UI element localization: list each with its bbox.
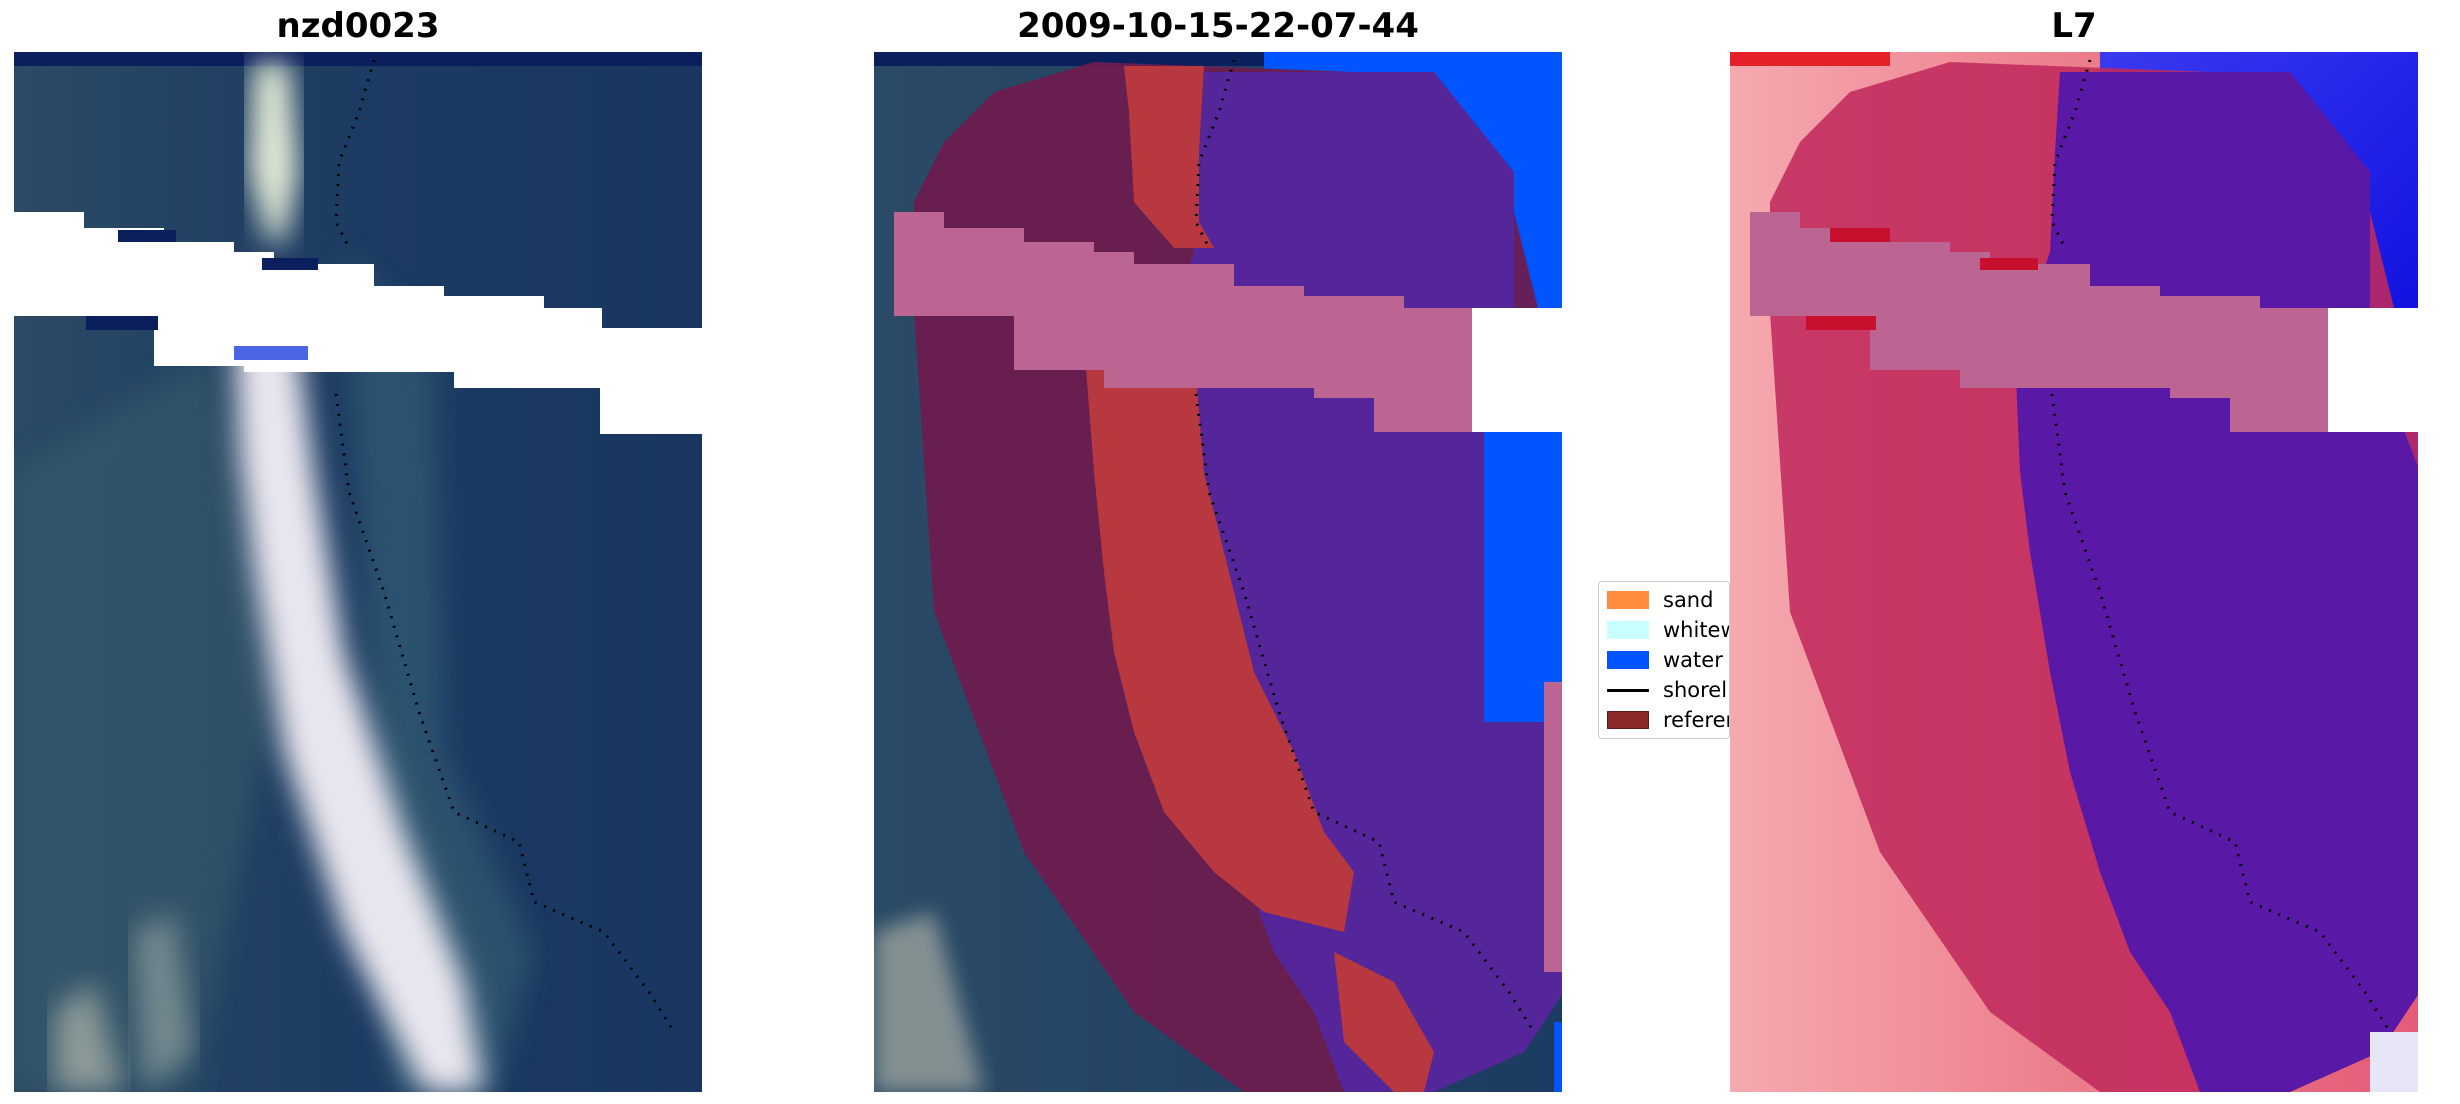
bright-pixels: [2370, 1032, 2418, 1092]
beach-patch: [134, 912, 194, 1092]
legend-swatch-reference: [1607, 711, 1649, 729]
classified-image: [874, 52, 1562, 1092]
cloud-mask: [1472, 308, 1562, 432]
highlight-pixels: [1806, 316, 1876, 330]
cloud-mask: [2328, 308, 2418, 432]
legend-item-shoreline: shorel: [1607, 677, 1727, 703]
index-image: [1730, 52, 2418, 1092]
legend-label-sand: sand: [1663, 588, 1714, 612]
beach-patch: [874, 912, 984, 1092]
legend-label-shoreline: shorel: [1663, 678, 1728, 702]
legend-swatch-sand: [1607, 591, 1649, 609]
index-image-panel: [1730, 52, 2418, 1092]
beach-main: [234, 322, 484, 1092]
sand-class: [1124, 66, 1214, 248]
legend-swatch-shoreline: [1607, 688, 1649, 692]
shallow-water: [14, 352, 274, 1092]
shoreline-line: [334, 393, 676, 1033]
panel-title-3: L7: [2051, 6, 2097, 46]
top-band: [1730, 52, 1890, 66]
sand-class: [1084, 342, 1354, 932]
legend-item-sand: sand: [1607, 587, 1713, 613]
water-class: [1484, 432, 1562, 722]
highlight-pixels: [1830, 228, 1890, 242]
highlight-pixels: [1980, 258, 2038, 270]
water-class: [1554, 1022, 1562, 1092]
rgb-image: [14, 52, 702, 1092]
legend-item-reference: referen: [1607, 707, 1729, 733]
sand-class: [1334, 952, 1434, 1092]
legend-label-water: water: [1663, 648, 1723, 672]
classified-image-panel: [874, 52, 1562, 1092]
shoreline-line: [1194, 393, 1536, 1033]
legend-swatch-whitewater: [1607, 621, 1649, 639]
legend-swatch-water: [1607, 651, 1649, 669]
panel-title-2: 2009-10-15-22-07-44: [1017, 6, 1419, 46]
dark-pixels: [86, 316, 158, 330]
panel-title-1: nzd0023: [276, 6, 440, 46]
legend-item-water: water: [1607, 647, 1723, 673]
beach-patch: [54, 982, 124, 1092]
no-data-overlay: [1750, 212, 2328, 432]
dark-pixels: [262, 258, 318, 270]
bright-pixels: [234, 346, 308, 360]
no-data-overlay: [1544, 682, 1562, 972]
shoreline-line: [2050, 393, 2392, 1033]
no-data-overlay: [894, 212, 1472, 432]
cloud-mask: [14, 212, 702, 434]
beach-top: [249, 62, 299, 242]
top-band: [14, 52, 702, 66]
rgb-image-panel: [14, 52, 702, 1092]
dark-pixels: [118, 230, 176, 242]
legend-label-reference: referen: [1663, 708, 1729, 732]
